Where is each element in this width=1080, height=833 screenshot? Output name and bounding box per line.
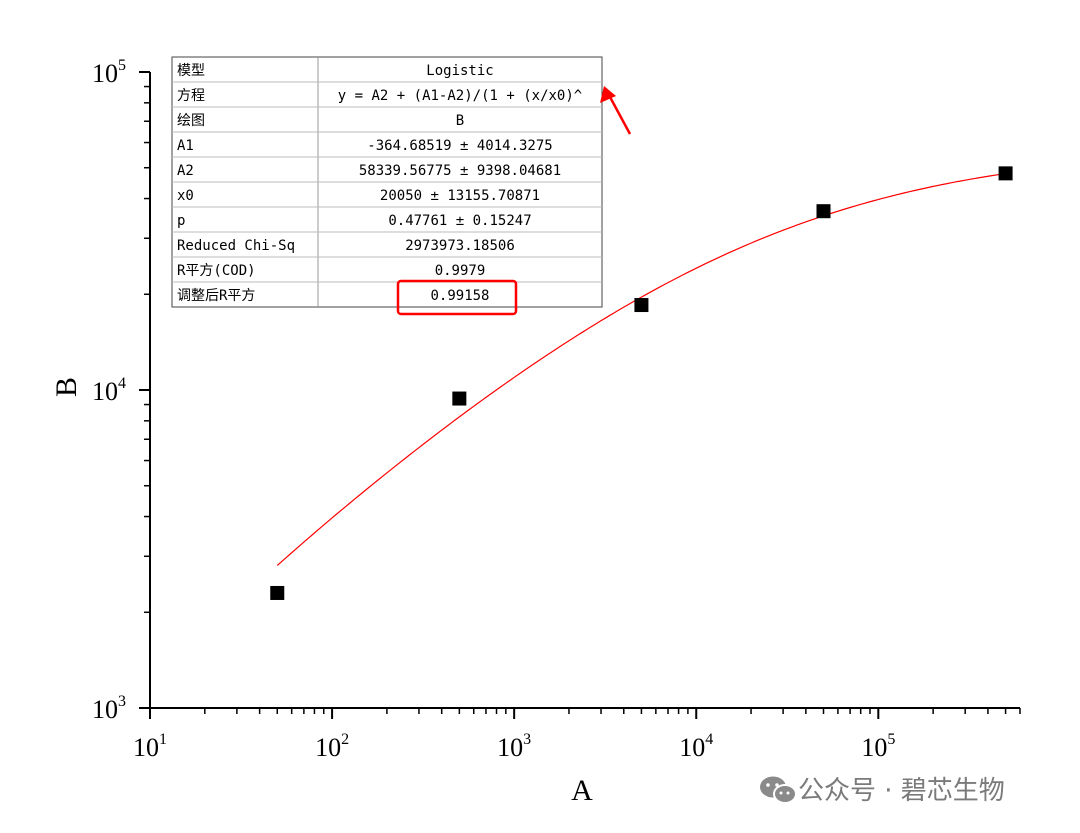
x-tick-label: 103: [497, 731, 531, 762]
stats-label: p: [177, 213, 185, 229]
fit-curve: [276, 172, 1006, 566]
stats-label: 方程: [177, 88, 205, 104]
stats-label: 绘图: [177, 113, 205, 129]
x-tick-base: 10: [679, 733, 705, 762]
y-tick-exp: 4: [118, 375, 126, 392]
y-tick-base: 10: [92, 377, 118, 406]
x-tick-exp: 1: [159, 731, 167, 748]
y-tick-label: 104: [92, 375, 126, 406]
x-tick-base: 10: [497, 733, 523, 762]
stats-label: Reduced Chi-Sq: [177, 238, 295, 254]
x-tick-exp: 2: [341, 731, 349, 748]
y-tick-base: 10: [92, 695, 118, 724]
x-tick-exp: 5: [887, 731, 895, 748]
y-tick-base: 10: [92, 59, 118, 88]
annotations: [396, 86, 632, 316]
stats-value: 58339.56775 ± 9398.04681: [359, 163, 561, 179]
stats-value: -364.68519 ± 4014.3275: [367, 138, 552, 154]
stats-value: B: [456, 113, 464, 129]
stats-value: y = A2 + (A1-A2)/(1 + (x/x0)^: [338, 88, 582, 104]
watermark-text: 公众号 · 碧芯生物: [798, 776, 1005, 806]
arrow-head: [600, 86, 616, 103]
stats-label: 模型: [177, 63, 205, 79]
stats-value: 20050 ± 13155.70871: [380, 188, 540, 204]
fit-stats-table: 模型 Logistic 方程 y = A2 + (A1-A2)/(1 + (x/x0)…: [171, 56, 603, 308]
y-tick-exp: 3: [118, 693, 126, 710]
x-tick-base: 10: [133, 733, 159, 762]
y-tick-label: 103: [92, 693, 126, 724]
x-major-ticks: [149, 708, 880, 719]
stats-label: x0: [177, 188, 194, 204]
watermark: 公众号 · 碧芯生物: [760, 776, 1005, 806]
stats-value: 0.99158: [430, 288, 489, 304]
x-tick-label: 105: [861, 731, 895, 762]
x-tick-labels: 101 102 103 104 105: [133, 731, 895, 762]
data-point: [816, 204, 831, 219]
stats-label: 调整后R平方: [177, 288, 255, 304]
x-tick-label: 104: [679, 731, 713, 762]
stats-value: 2973973.18506: [405, 238, 515, 254]
x-tick-label: 102: [315, 731, 349, 762]
stats-label: A1: [177, 138, 194, 154]
data-points: [270, 166, 1013, 600]
y-axis-title: B: [50, 377, 83, 397]
wechat-icon: [760, 776, 797, 804]
stats-label: R平方(COD): [177, 263, 256, 279]
x-tick-exp: 4: [705, 731, 713, 748]
y-tick-exp: 5: [118, 57, 126, 74]
stats-value: 0.47761 ± 0.15247: [388, 213, 531, 229]
data-point: [270, 585, 285, 600]
data-point: [452, 391, 467, 406]
x-tick-label: 101: [133, 731, 167, 762]
stats-label: A2: [177, 163, 194, 179]
stats-value: Logistic: [426, 63, 493, 79]
x-tick-exp: 3: [523, 731, 531, 748]
x-tick-base: 10: [315, 733, 341, 762]
arrow-line: [608, 96, 632, 135]
y-major-ticks: [139, 71, 150, 709]
x-tick-base: 10: [861, 733, 887, 762]
x-axis-title: A: [571, 774, 593, 807]
y-tick-label: 105: [92, 57, 126, 88]
stats-value: 0.9979: [435, 263, 486, 279]
data-point: [634, 298, 649, 313]
highlight-box: [396, 279, 518, 316]
data-point: [998, 166, 1013, 181]
